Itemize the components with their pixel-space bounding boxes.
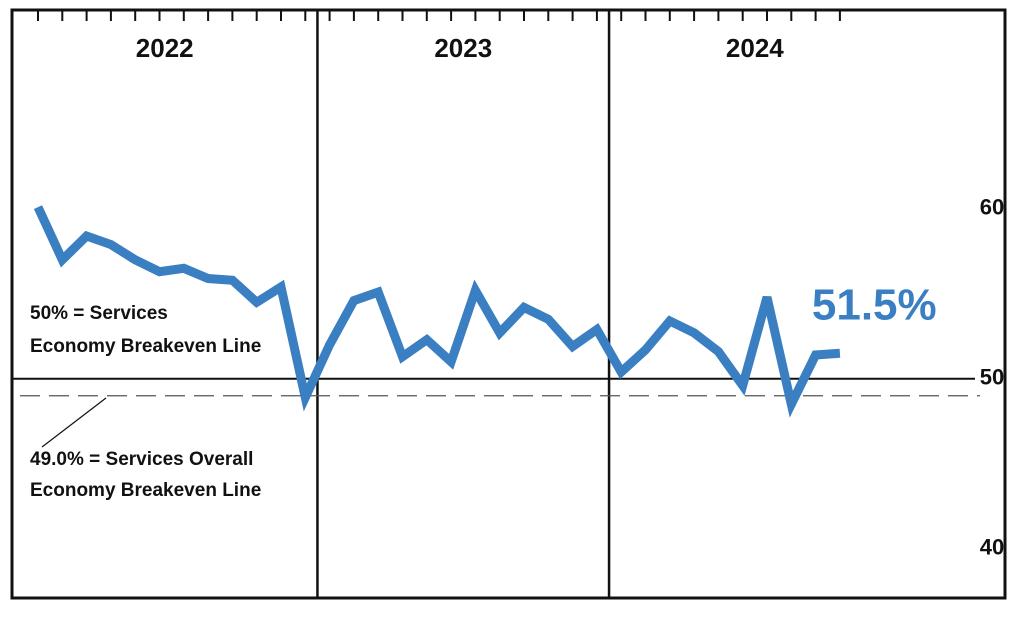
annotation: Economy Breakeven Line [30, 480, 261, 501]
value-label: 51.5% [812, 281, 937, 330]
series-line [33, 205, 841, 418]
leader-line [41, 397, 107, 448]
year-label: 2023 [434, 33, 492, 63]
y-tick-label: 60 [980, 195, 1004, 220]
frame [10, 8, 1007, 600]
annotation: Economy Breakeven Line [30, 336, 261, 357]
year-label: 2022 [136, 33, 194, 63]
year-label: 2024 [726, 33, 784, 63]
y-tick-label: 40 [980, 535, 1004, 560]
annotation: 50% = Services [30, 303, 168, 324]
y-tick-label: 50 [980, 365, 1004, 390]
annotation: 49.0% = Services Overall [30, 449, 253, 470]
